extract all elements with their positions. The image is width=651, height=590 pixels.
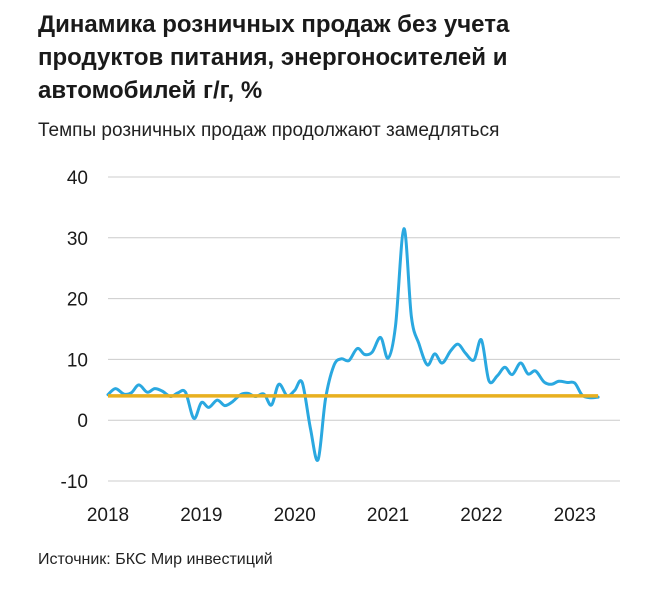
line-chart: 40 30 20 10 0 -10 2018 2019 2020 2021 2022 2023 (61, 168, 620, 526)
x-tick-label: 2022 (460, 505, 502, 526)
x-tick-label: 2023 (554, 505, 596, 526)
x-axis-tick-labels: 2018 2019 2020 2021 2022 2023 (87, 505, 596, 526)
y-tick-label: 0 (77, 411, 88, 432)
source-note: Источник: БКС Мир инвестиций (38, 551, 273, 568)
x-tick-label: 2020 (274, 505, 316, 526)
y-tick-label: -10 (61, 472, 88, 493)
series-line-retail-sales (106, 227, 600, 462)
x-tick-label: 2021 (367, 505, 409, 526)
y-tick-label: 30 (67, 229, 88, 250)
y-axis-tick-labels: 40 30 20 10 0 -10 (61, 168, 88, 493)
chart-subtitle: Темпы розничных продаж продолжают замедл… (38, 120, 500, 141)
gridlines (108, 176, 620, 482)
y-tick-label: 40 (67, 168, 88, 189)
x-tick-label: 2018 (87, 505, 129, 526)
x-tick-label: 2019 (180, 505, 222, 526)
series-lines (106, 227, 600, 462)
y-tick-label: 20 (67, 290, 88, 311)
y-tick-label: 10 (67, 350, 88, 371)
chart-title: Динамика розничных продаж без учета прод… (38, 11, 510, 104)
